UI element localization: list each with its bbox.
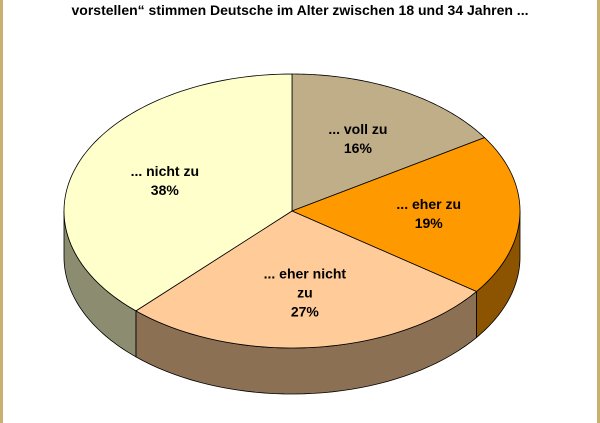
slice-label: ... nicht zu 38% [115,162,215,200]
value-label: 16% [343,139,372,156]
pie-slice [135,210,478,349]
value-label: 27% [290,303,319,320]
pie-slice [290,137,521,292]
pie-slice [291,73,486,212]
category-label: ... eher nicht zu [263,265,347,301]
category-label: ... nicht zu [130,162,200,179]
slice-label: ... eher nicht zu 27% [255,264,355,321]
pie-slice [63,73,293,312]
chart-title: vorstellen“ stimmen Deutsche im Alter zw… [71,2,529,18]
pie-plot [63,73,521,395]
slice-label: ... eher zu 19% [379,195,479,233]
category-label: ... eher zu [396,195,461,212]
slice-label: ... voll zu 16% [308,120,408,158]
value-label: 19% [414,214,443,231]
value-label: 38% [150,181,179,198]
category-label: ... voll zu [328,120,388,137]
